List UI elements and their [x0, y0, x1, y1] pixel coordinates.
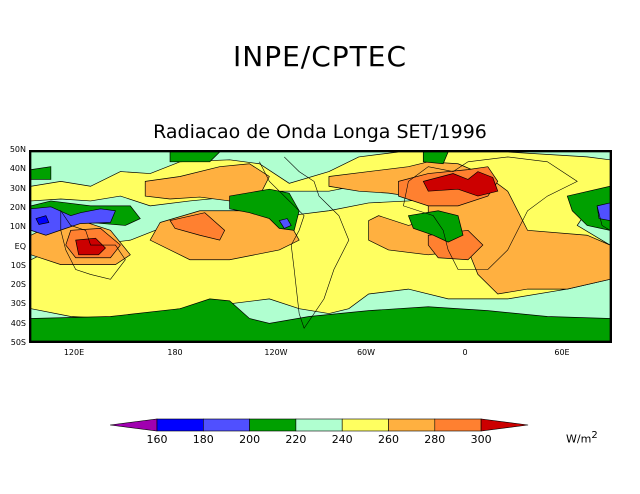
lat-tick-label: 10S — [10, 260, 26, 270]
lat-tick-label: 20S — [10, 280, 26, 290]
main-title: INPE/CPTEC — [233, 40, 407, 73]
lat-tick-label: 10N — [9, 222, 26, 232]
lon-tick-label: 0 — [462, 348, 468, 357]
units-label: W/m2 — [566, 430, 598, 446]
colorbar-level-label: 160 — [146, 433, 168, 446]
colorbar-segment — [388, 418, 436, 432]
lat-tick-label: 40S — [10, 318, 26, 328]
colorbar-segment — [434, 418, 482, 432]
lat-tick-label: 30S — [10, 299, 26, 309]
lat-tick-label: 30N — [9, 183, 26, 193]
colorbar-arrow-high — [480, 418, 529, 432]
colorbar-segment — [295, 418, 343, 432]
units-exponent: 2 — [591, 430, 598, 441]
field-160-180 — [35, 215, 50, 225]
colorbar-level-label: 260 — [378, 433, 399, 446]
colorbar-segment — [249, 418, 297, 432]
colorbar-segment — [203, 418, 250, 432]
field-200-220 — [31, 152, 610, 341]
field-180-200 — [31, 202, 610, 236]
lon-tick-label: 120W — [264, 348, 288, 357]
colorbar-level-label: 180 — [192, 433, 214, 446]
lat-tick-label: 50S — [10, 338, 26, 347]
colorbar-level-label: 200 — [239, 433, 261, 446]
colorbar-level-label: 280 — [424, 433, 446, 446]
olr-contour-map — [29, 150, 612, 343]
coastlines — [60, 156, 610, 329]
units-text: W/m — [566, 432, 592, 446]
lon-tick-label: 60E — [554, 348, 570, 357]
lat-tick-label: EQ — [14, 241, 26, 251]
colorbar-arrow-low — [110, 418, 158, 432]
lat-tick-label: 50N — [9, 145, 26, 154]
colorbar-level-label: 240 — [331, 433, 353, 446]
lon-tick-label: 180 — [167, 348, 183, 357]
lat-tick-label: 20N — [9, 202, 26, 212]
colorbar-level-label: 300 — [470, 433, 492, 446]
lat-tick-label: 40N — [9, 164, 26, 174]
colorbar-segment — [156, 418, 204, 432]
map-subtitle: Radiacao de Onda Longa SET/1996 — [153, 121, 487, 143]
lon-tick-label: 60W — [356, 348, 376, 357]
colorbar-level-label: 220 — [285, 433, 307, 446]
field-over-300 — [75, 171, 499, 256]
lon-tick-label: 120E — [63, 348, 85, 357]
colorbar-segment — [341, 418, 389, 432]
colorbar — [110, 418, 529, 432]
